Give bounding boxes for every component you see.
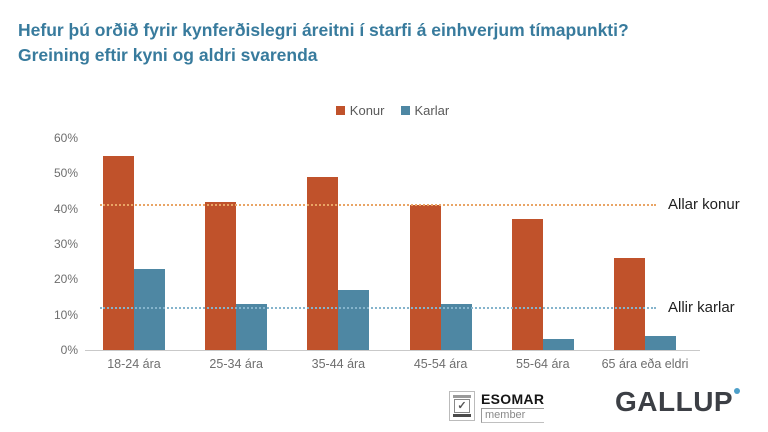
esomar-logo: ✓ ESOMAR member [449,391,545,423]
bar-konur-5 [614,258,645,350]
bar-konur-3 [409,205,441,350]
y-tick-label: 30% [53,237,78,251]
bar-karlar-2 [338,289,370,350]
legend-item-konur: Konur [335,103,385,118]
y-tick-label: 60% [53,131,78,145]
y-tick-label: 20% [53,272,78,287]
reference-line-1 [100,306,656,309]
y-tick-label: 0% [60,343,78,357]
gallup-wordmark: GALLUP [615,386,734,417]
chart-title: Hefur þú orðið fyrir kynferðislegri árei… [18,20,629,65]
reference-label-1: Allir karlar [668,298,735,316]
y-tick-label: 40% [53,201,78,216]
chart-legend: Konur Karlar [85,103,700,118]
legend-item-karlar: Karlar [400,103,450,118]
legend-label-konur: Konur [349,103,385,118]
esomar-checkbox-icon: ✓ [449,391,475,421]
bar-karlar-1 [236,304,268,350]
legend-label-karlar: Karlar [414,103,450,118]
bar-karlar-5 [645,335,676,350]
bar-karlar-4 [542,339,574,350]
legend-swatch-karlar [400,106,410,115]
bar-konur-0 [103,155,134,350]
legend-swatch-konur [335,106,345,115]
x-tick-label: 45-54 ára [413,357,468,371]
x-tick-label: 35-44 ára [311,357,366,371]
gallup-logo: GALLUP [615,386,741,418]
reference-line-0 [100,204,656,207]
x-tick-label: 55-64 ára [516,357,570,371]
bar-konur-4 [511,219,543,350]
x-tick-label: 65 ára eða eldri [601,357,689,371]
x-axis: 18-24 ára 25-34 ára 35-44 ára 45-54 ára 55-6… [85,357,700,377]
bar-karlar-3 [440,304,472,350]
plot-area [85,138,700,351]
y-tick-label: 10% [53,307,78,322]
bar-konur-2 [307,176,339,350]
reference-label-0: Allar konur [668,196,740,214]
y-axis: 0% 10% 20% 30% 40% 50% 60% [30,131,78,357]
x-tick-label: 18-24 ára [107,357,161,371]
bar-konur-1 [205,201,237,350]
gallup-dot-icon [734,388,741,394]
esomar-member-label: member [481,408,545,423]
y-tick-label: 50% [53,166,78,181]
x-tick-label: 25-34 ára [209,357,263,371]
bar-karlar-0 [134,268,165,350]
esomar-name: ESOMAR [481,391,545,407]
